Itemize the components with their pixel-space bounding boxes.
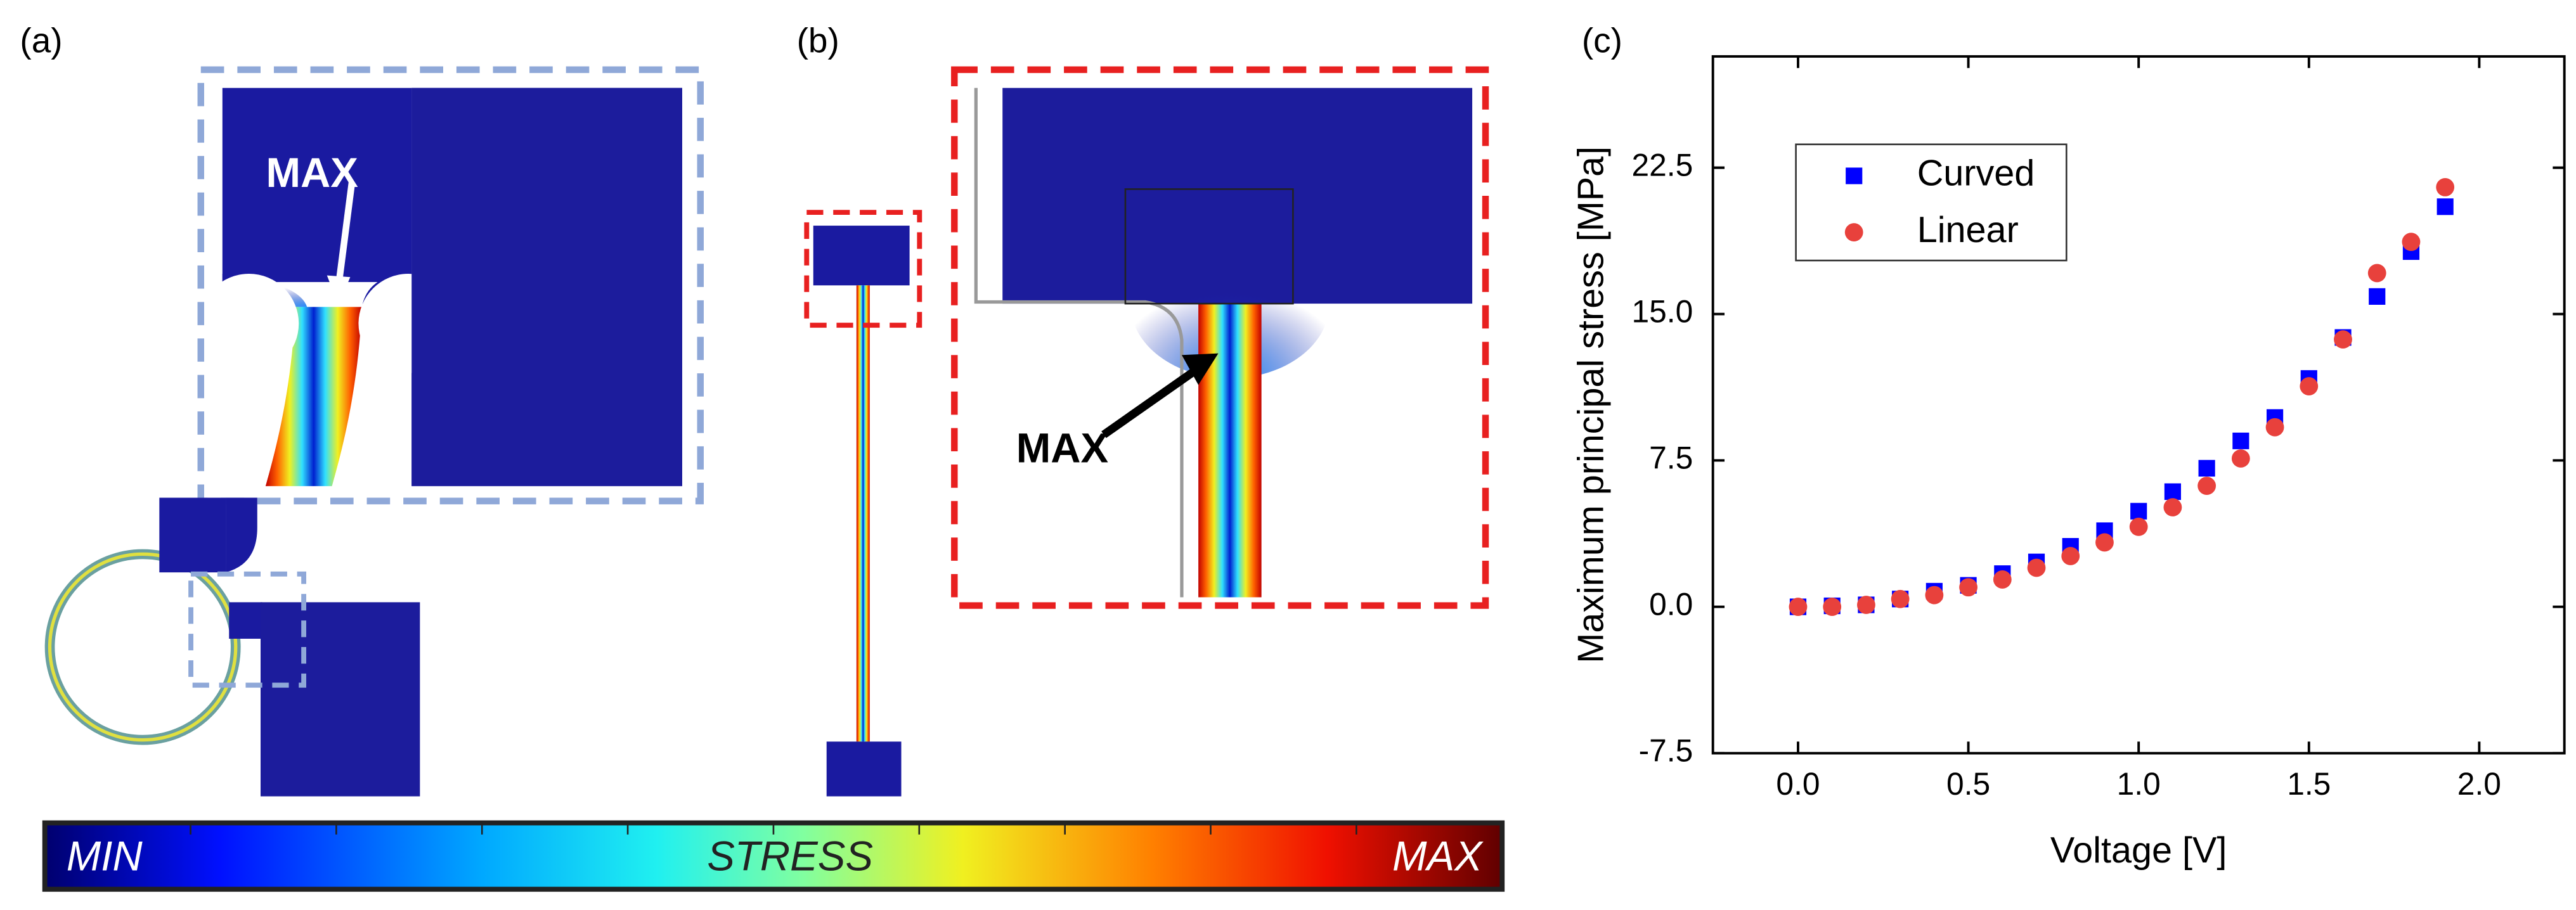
x-axis-title: Voltage [V]	[2050, 830, 2227, 871]
panel-label: (b)	[797, 21, 839, 60]
marker	[2061, 547, 2080, 565]
block	[226, 497, 257, 573]
annotation: MAX	[266, 150, 358, 196]
block	[222, 87, 412, 283]
legend-box	[1795, 143, 2068, 262]
colorbar: MIN STRESS MAX	[42, 820, 1505, 892]
legend-label: Curved	[1917, 153, 2035, 194]
panel-a: MAX (a)	[20, 21, 704, 797]
block	[813, 226, 910, 286]
legend-marker	[1844, 223, 1863, 241]
beam	[856, 285, 870, 742]
arrow-head	[327, 275, 351, 305]
marker	[2436, 178, 2455, 196]
marker	[2402, 233, 2421, 252]
legend-marker	[1846, 167, 1863, 184]
marker	[1857, 596, 1875, 614]
colorbar-min: MIN	[67, 833, 143, 879]
marker	[2437, 198, 2454, 215]
marker	[2265, 418, 2284, 437]
marker	[2095, 533, 2114, 552]
x-tick-label: 1.5	[2287, 766, 2331, 802]
neck	[265, 307, 362, 487]
y-tick-label: 15.0	[1631, 294, 1693, 330]
block	[159, 497, 226, 573]
marker	[1891, 589, 1910, 608]
y-tick-label: -7.5	[1639, 733, 1693, 769]
block	[229, 602, 262, 639]
x-tick-label: 0.0	[1776, 766, 1820, 802]
marker	[1993, 570, 2012, 589]
colorbar-max: MAX	[1392, 833, 1484, 879]
block	[826, 741, 902, 797]
outline	[1124, 188, 1294, 305]
zoom-box	[197, 66, 704, 504]
ring	[48, 552, 238, 742]
marker	[2130, 503, 2147, 520]
marker	[1789, 598, 1808, 616]
block	[261, 602, 420, 797]
panel-b: MAX (b)	[797, 21, 1489, 797]
marker	[2197, 477, 2217, 496]
zoom-box	[188, 571, 307, 688]
marker	[2367, 264, 2386, 283]
arrow-head	[1181, 353, 1219, 385]
colorbar-scale	[42, 820, 1505, 892]
zoom-box	[951, 66, 1489, 609]
marker	[2232, 432, 2249, 449]
annotation: MAX	[1016, 425, 1109, 471]
x-tick-label: 0.5	[1946, 766, 1990, 802]
arrow	[335, 182, 356, 286]
marker	[2163, 498, 2182, 516]
marker	[2334, 330, 2352, 349]
marker	[2129, 517, 2148, 536]
outline	[974, 87, 1184, 598]
y-tick-label: 0.0	[1649, 587, 1693, 622]
marker	[1959, 578, 1977, 597]
stem	[1198, 304, 1262, 598]
y-axis-title: Maximum principal stress [MPa]	[1570, 146, 1611, 663]
arrow	[1101, 364, 1201, 439]
panel-label: (c)	[1582, 21, 1622, 60]
marker	[1823, 598, 1842, 616]
marker	[2300, 377, 2319, 395]
marker	[2164, 483, 2181, 500]
marker	[1925, 586, 1944, 605]
marker	[2198, 459, 2215, 477]
x-tick-label: 2.0	[2457, 766, 2501, 802]
chart: -7.5 0.0 7.5 15.0 22.5 0.0 0.5 1.0 1.5 2.0 Voltage…	[1570, 55, 2566, 871]
zoom-box	[804, 210, 922, 328]
fillet-cut	[199, 273, 299, 374]
y-tick-label: 22.5	[1631, 148, 1693, 183]
block	[411, 87, 682, 487]
legend: Curved Linear	[1795, 143, 2068, 262]
legend-label: Linear	[1917, 210, 2019, 250]
marker	[2231, 449, 2250, 468]
marker	[2369, 288, 2386, 305]
marker	[2027, 558, 2046, 577]
colorbar-label: STRESS	[707, 833, 873, 879]
y-tick-label: 7.5	[1649, 440, 1693, 476]
panel-label: (a)	[20, 21, 62, 60]
x-tick-label: 1.0	[2117, 766, 2161, 802]
